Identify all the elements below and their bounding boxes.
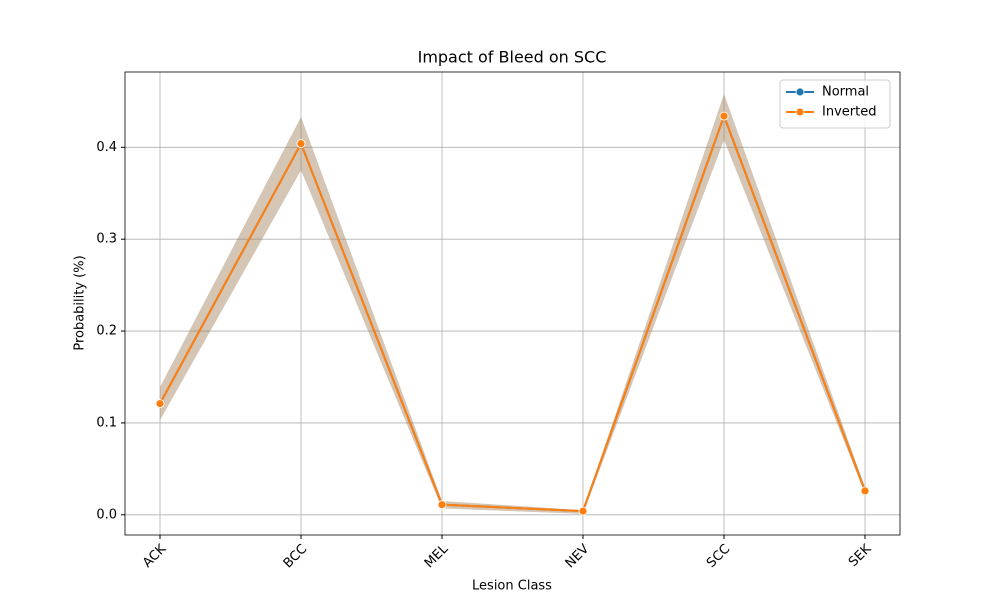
legend-marker [795,87,805,97]
x-tick-label: SEK [846,541,875,570]
y-tick-label: 0.0 [96,507,117,522]
point [719,111,729,121]
legend: Normal Inverted [779,79,891,129]
point [578,506,588,516]
x-tick-label: SCC [704,542,733,571]
y-tick-label: 0.4 [96,140,117,155]
x-tick-label: NEV [563,542,593,572]
chart-title: Impact of Bleed on SCC [418,48,607,67]
point [296,139,306,149]
x-tick-label: BCC [281,542,311,572]
y-axis-label: Probability (%) [73,255,88,350]
legend-label: Inverted [822,105,876,120]
point [437,500,447,510]
series-line [159,113,866,513]
confidence-band [160,94,865,514]
y-tick-label: 0.3 [96,232,117,247]
y-tick-label: 0.1 [96,415,117,430]
legend-label: Normal [822,85,869,100]
confidence-band [160,94,865,514]
legend-marker [795,107,805,117]
x-axis-label: Lesion Class [472,579,552,594]
point [860,486,870,496]
x-tick-label: ACK [140,541,170,571]
point [155,399,165,409]
series-line [159,113,866,513]
x-tick-label: MEL [422,541,452,571]
y-tick-label: 0.2 [96,324,117,339]
plot-frame [124,71,901,536]
